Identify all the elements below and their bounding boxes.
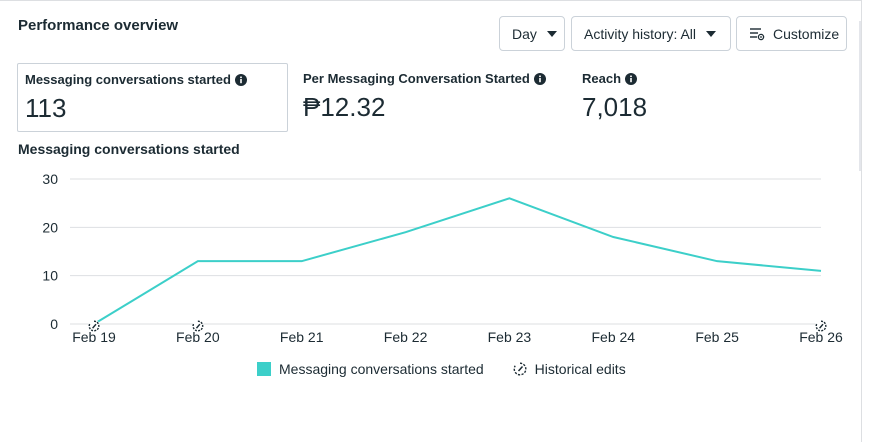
historical-edit-needle	[195, 323, 201, 329]
series-line	[93, 197, 822, 325]
historical-edit-icon	[512, 361, 528, 377]
legend-swatch	[257, 362, 271, 376]
caret-down-icon	[546, 30, 557, 37]
customize-button[interactable]: Customize	[736, 16, 847, 51]
activity-history-label: Activity history: All	[584, 25, 697, 42]
x-tick-label: Feb 19	[72, 329, 116, 345]
historical-edit-needle	[92, 323, 97, 329]
x-tick-label: Feb 21	[280, 329, 324, 345]
metric-label-row: Reach	[582, 71, 782, 86]
x-tick-label: Feb 24	[591, 329, 635, 345]
y-tick-label: 0	[50, 316, 58, 332]
historical-edit-marker[interactable]	[191, 320, 204, 332]
metric-label-row: Messaging conversations started	[25, 72, 287, 87]
info-icon[interactable]	[234, 73, 247, 86]
caret-down-icon	[706, 30, 717, 37]
legend-item-series[interactable]: Messaging conversations started	[257, 361, 484, 377]
historical-edit-needle	[819, 323, 824, 329]
metric-label: Per Messaging Conversation Started	[303, 71, 530, 86]
line-chart: 0 10 20 30 Feb 19 Feb 20 Feb 21 Feb 22 Feb 23 Feb…	[42, 171, 843, 345]
x-tick-label: Feb 20	[176, 329, 220, 345]
info-icon[interactable]	[533, 72, 546, 85]
metric-value: ₱12.32	[303, 92, 386, 122]
x-tick-label: Feb 23	[488, 329, 532, 345]
metric-label: Reach	[582, 71, 622, 86]
legend-label: Historical edits	[534, 361, 626, 377]
metric-value: 7,018	[582, 92, 648, 122]
x-tick-label: Feb 25	[695, 329, 739, 345]
legend-label: Messaging conversations started	[279, 361, 484, 377]
day-dropdown[interactable]: Day	[499, 16, 565, 51]
customize-label: Customize	[773, 25, 840, 42]
chart-legend: Messaging conversations started Historic…	[257, 361, 626, 377]
metric-value: 113	[25, 93, 67, 123]
activity-history-dropdown[interactable]: Activity history: All	[571, 16, 731, 51]
metric-card-reach[interactable]: Reach 7,018	[582, 63, 782, 132]
day-dropdown-label: Day	[512, 25, 537, 42]
metric-card-cost-per-conversation[interactable]: Per Messaging Conversation Started ₱12.3…	[303, 63, 563, 132]
y-tick-label: 30	[42, 171, 58, 187]
historical-edit-marker[interactable]	[88, 320, 100, 332]
scrollbar[interactable]	[859, 21, 861, 171]
metric-label: Messaging conversations started	[25, 72, 231, 87]
info-icon[interactable]	[625, 72, 638, 85]
customize-columns-icon	[749, 27, 765, 41]
chart-title: Messaging conversations started	[18, 141, 240, 157]
metric-card-conversations[interactable]: Messaging conversations started 113	[17, 63, 288, 132]
legend-item-historical-edits[interactable]: Historical edits	[512, 361, 626, 377]
x-tick-label: Feb 22	[384, 329, 428, 345]
panel-title: Performance overview	[18, 17, 179, 34]
historical-edit-marker[interactable]	[815, 320, 827, 332]
y-tick-label: 10	[42, 268, 58, 284]
metric-label-row: Per Messaging Conversation Started	[303, 71, 563, 86]
y-tick-label: 20	[42, 219, 58, 235]
x-tick-label: Feb 26	[799, 329, 843, 345]
